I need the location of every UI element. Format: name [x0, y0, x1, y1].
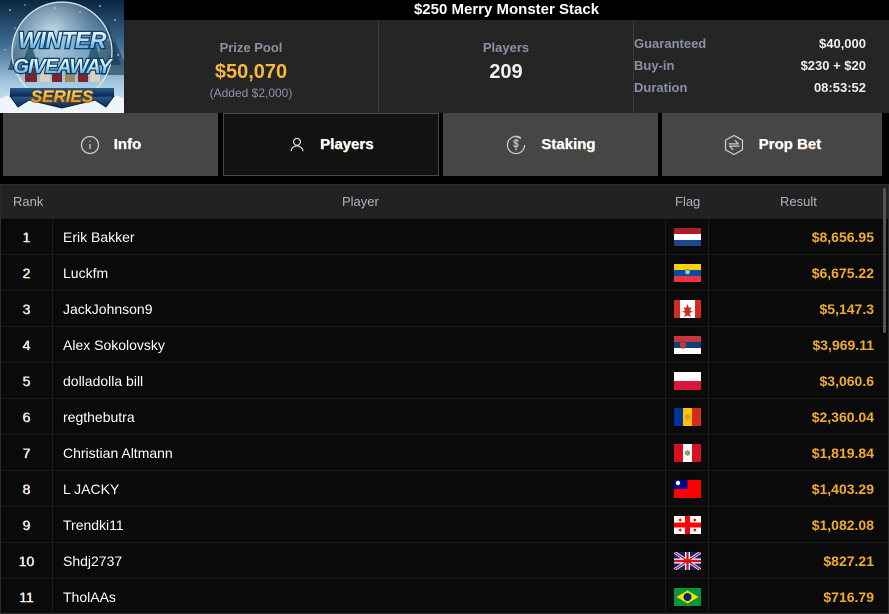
svg-text:SERIES: SERIES [31, 87, 94, 106]
svg-text:GIVEAWAY: GIVEAWAY [13, 56, 113, 78]
svg-text:WINTER: WINTER [18, 27, 107, 53]
